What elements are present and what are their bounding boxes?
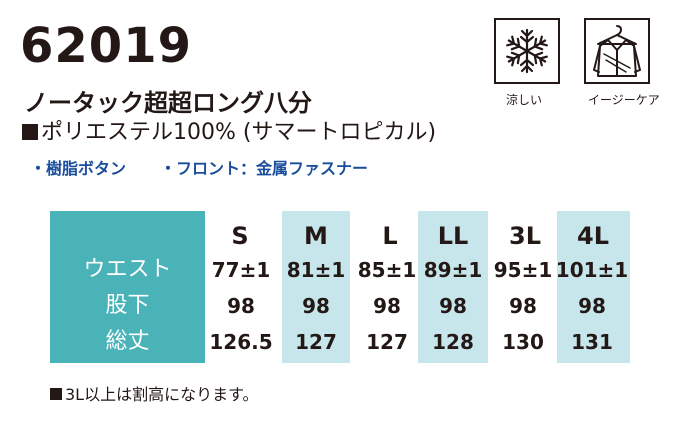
table-cell: 89±1 — [423, 258, 483, 282]
table-cell: 98 — [302, 294, 330, 318]
feature-item: ・フロント：金属ファスナー — [160, 159, 369, 178]
material-line: ポリエステル100% (サマートロピカル) — [22, 118, 436, 148]
table-cell: 95±1 — [493, 258, 553, 282]
icon-label: 涼しい — [506, 93, 543, 107]
row-label-inseam: 股下 — [105, 293, 150, 318]
row-label-length: 総丈 — [105, 329, 150, 354]
snowflake-icon — [504, 28, 550, 74]
highlight-column — [557, 211, 630, 363]
table-cell: 126.5 — [209, 330, 273, 354]
table-cell: 98 — [509, 294, 537, 318]
product-name: ノータック超超ロング八分 — [24, 89, 312, 117]
table-cell: 130 — [502, 330, 544, 354]
material-text: ポリエステル100% (サマートロピカル) — [41, 120, 437, 145]
table-cell: 98 — [578, 294, 606, 318]
table-cell: 127 — [366, 330, 408, 354]
square-bullet-icon — [50, 388, 62, 400]
size-header: 3L — [509, 222, 541, 250]
size-header: S — [231, 222, 249, 250]
size-header: 4L — [577, 222, 609, 250]
icon-label: イージーケア — [588, 93, 660, 107]
shirt-hanger-icon — [593, 25, 641, 77]
table-cell: 77±1 — [211, 258, 271, 282]
highlight-column — [282, 211, 350, 363]
table-cell: 101±1 — [555, 258, 629, 282]
size-header: LL — [437, 222, 469, 250]
size-header: M — [304, 222, 328, 250]
footnote-text: 3L以上は割高になります。 — [65, 385, 259, 404]
size-table: S M L LL 3L 4L ウエスト 股下 総丈 77±1 81±1 85±1… — [50, 211, 630, 363]
table-cell: 85±1 — [357, 258, 417, 282]
easy-care-badge — [584, 18, 650, 84]
product-code: 62019 — [20, 18, 192, 74]
row-label-waist: ウエスト — [83, 257, 172, 282]
cool-feature-badge — [494, 18, 560, 84]
size-header: L — [382, 222, 398, 250]
table-cell: 98 — [227, 294, 255, 318]
table-cell: 128 — [432, 330, 474, 354]
feature-list: ・樹脂ボタン ・フロント：金属ファスナー — [30, 158, 402, 180]
table-cell: 127 — [295, 330, 337, 354]
table-cell: 131 — [571, 330, 613, 354]
square-bullet-icon — [22, 124, 38, 140]
highlight-column — [418, 211, 488, 363]
footnote: 3L以上は割高になります。 — [50, 384, 259, 406]
feature-item: ・樹脂ボタン — [30, 159, 127, 178]
table-cell: 98 — [373, 294, 401, 318]
table-cell: 81±1 — [286, 258, 346, 282]
row-header-block — [50, 211, 205, 363]
table-cell: 98 — [439, 294, 467, 318]
